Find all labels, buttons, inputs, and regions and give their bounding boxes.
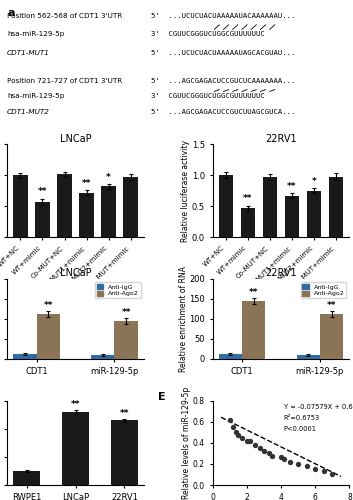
Point	[261, 448, 267, 456]
Point	[266, 450, 272, 458]
Text: Y = -0.07579X + 0.6815: Y = -0.07579X + 0.6815	[284, 404, 353, 410]
Point	[321, 468, 327, 475]
Bar	[320, 314, 343, 359]
Point	[230, 423, 236, 431]
Y-axis label: Relative levels of miR-129-5p: Relative levels of miR-129-5p	[183, 387, 191, 499]
Y-axis label: Relative luciferase activity: Relative luciferase activity	[181, 140, 190, 242]
Text: **: **	[327, 301, 336, 310]
Bar	[124, 177, 138, 237]
Text: 5'  ...AGCGAGACUCCGUCUCAAAAAAA...: 5' ...AGCGAGACUCCGUCUCAAAAAAA...	[151, 78, 295, 84]
Text: CDT1-MUT1: CDT1-MUT1	[7, 50, 50, 56]
Bar	[241, 208, 255, 237]
Bar	[101, 186, 116, 237]
Title: 22RV1: 22RV1	[265, 268, 297, 278]
Point	[282, 454, 287, 462]
Title: LNCaP: LNCaP	[60, 134, 91, 143]
Bar	[91, 355, 114, 359]
Title: LNCaP: LNCaP	[60, 268, 91, 278]
Text: E: E	[158, 392, 165, 402]
Text: 3'  CGUUCGGGUCUGGCGUUUUUUC: 3' CGUUCGGGUCUGGCGUUUUUUC	[151, 32, 265, 38]
Point	[278, 452, 284, 460]
Bar	[13, 176, 28, 237]
Text: hsa-miR-129-5p: hsa-miR-129-5p	[7, 32, 65, 38]
Text: **: **	[43, 301, 53, 310]
Text: **: **	[71, 400, 80, 409]
Text: 5'  ...UCUCUACUAAAAAUACAAAAAAU...: 5' ...UCUCUACUAAAAAUACAAAAAAU...	[151, 13, 295, 19]
Legend: Anti-IgG, Anti-Ago2: Anti-IgG, Anti-Ago2	[301, 282, 346, 298]
Bar	[37, 314, 60, 359]
Point	[270, 452, 275, 460]
Text: **: **	[121, 308, 131, 317]
Point	[247, 437, 253, 445]
Point	[235, 430, 241, 438]
Bar	[263, 177, 277, 237]
Bar	[219, 354, 242, 359]
Point	[234, 428, 239, 436]
Point	[227, 416, 233, 424]
Bar	[297, 355, 320, 359]
Bar	[242, 301, 265, 359]
Bar	[219, 176, 233, 237]
Text: **: **	[38, 188, 47, 196]
Point	[244, 437, 250, 445]
Point	[330, 470, 335, 478]
Text: **: **	[82, 178, 91, 188]
Bar	[13, 354, 37, 359]
Bar	[35, 202, 50, 237]
Text: **: **	[287, 182, 297, 191]
Text: *: *	[106, 172, 111, 182]
Text: **: **	[249, 288, 258, 296]
Point	[239, 434, 244, 442]
Bar	[114, 321, 138, 359]
Text: CDT1-MUT2: CDT1-MUT2	[7, 109, 50, 115]
Bar	[79, 192, 94, 237]
Bar	[329, 176, 343, 237]
Text: **: **	[120, 408, 129, 418]
Text: 3'  CGUUCGGGUCUGGCGUUUUUUC: 3' CGUUCGGGUCUGGCGUUUUUUC	[151, 94, 265, 100]
Text: **: **	[243, 194, 253, 203]
Point	[304, 462, 310, 470]
Bar	[111, 420, 138, 485]
Text: Position 721-727 of CDT1 3'UTR: Position 721-727 of CDT1 3'UTR	[7, 78, 122, 84]
Point	[312, 465, 318, 473]
Point	[287, 458, 292, 466]
Title: 22RV1: 22RV1	[265, 134, 297, 143]
Bar	[285, 196, 299, 237]
Bar	[307, 191, 321, 237]
Bar	[57, 174, 72, 237]
Bar	[62, 412, 89, 485]
Text: 5'  ...AGCGAGACUCCGUCUUAGCGUCA...: 5' ...AGCGAGACUCCGUCUUAGCGUCA...	[151, 109, 295, 115]
Bar	[13, 471, 40, 485]
Text: P<0.0001: P<0.0001	[284, 426, 317, 432]
Point	[295, 460, 301, 468]
Text: *: *	[312, 177, 316, 186]
Text: 5'  ...UCUCUACUAAAAAUAGCACGUAU...: 5' ...UCUCUACUAAAAAUAGCACGUAU...	[151, 50, 295, 56]
Text: R²=0.6753: R²=0.6753	[284, 415, 320, 421]
Y-axis label: Relative enrichment of RNA: Relative enrichment of RNA	[179, 266, 188, 372]
Text: a: a	[7, 8, 14, 18]
Point	[252, 441, 258, 449]
Legend: Anti-IgG, Anti-Ago2: Anti-IgG, Anti-Ago2	[95, 282, 141, 298]
Text: hsa-miR-129-5p: hsa-miR-129-5p	[7, 94, 65, 100]
Text: Position 562-568 of CDT1 3'UTR: Position 562-568 of CDT1 3'UTR	[7, 13, 122, 19]
Point	[258, 444, 263, 452]
